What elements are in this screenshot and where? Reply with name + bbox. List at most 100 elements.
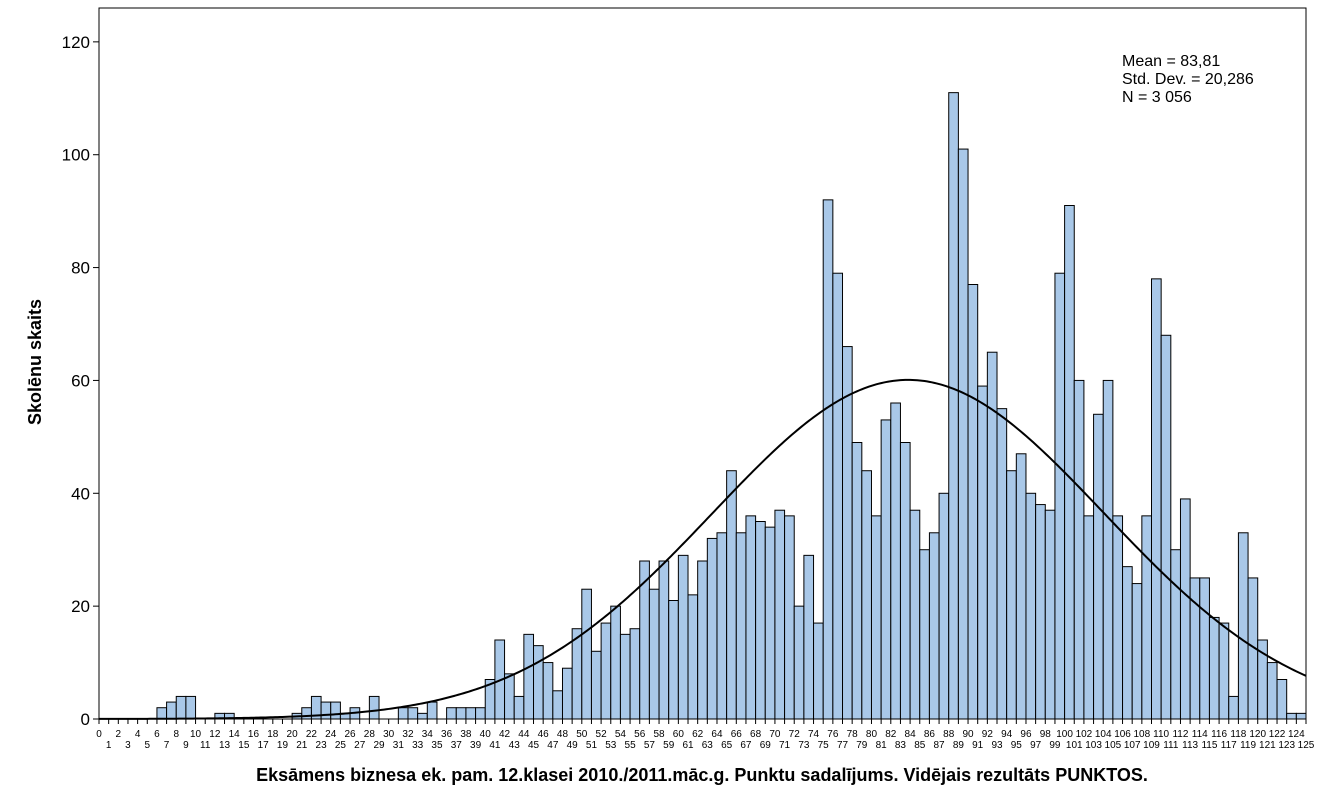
bar-96	[1025, 492, 1037, 720]
x-tick-label-8: 8	[173, 729, 179, 740]
y-tick-label-100: 100	[62, 146, 90, 165]
bar-80	[870, 515, 882, 720]
x-tick-label-125: 125	[1298, 740, 1315, 751]
bar-101	[1073, 379, 1085, 720]
bar-44	[523, 633, 535, 720]
x-axis-label: Eksāmens biznesa ek. pam. 12.klasei 2010…	[256, 765, 1148, 785]
x-tick-label-64: 64	[711, 729, 723, 740]
bar-74	[813, 622, 824, 720]
x-tick-label-47: 47	[547, 740, 559, 751]
x-tick-label-54: 54	[615, 729, 627, 740]
x-tick-label-80: 80	[866, 729, 878, 740]
x-tick-label-72: 72	[789, 729, 801, 740]
x-tick-label-15: 15	[238, 740, 250, 751]
x-tick-label-107: 107	[1124, 740, 1141, 751]
bar-124	[1295, 712, 1307, 720]
x-tick-label-36: 36	[441, 729, 453, 740]
stat-mean: Mean = 83,81	[1122, 53, 1220, 70]
x-tick-label-57: 57	[644, 740, 656, 751]
bar-52	[600, 622, 612, 720]
x-tick-label-18: 18	[267, 729, 279, 740]
bar-62	[697, 560, 708, 720]
x-tick-label-81: 81	[876, 740, 888, 751]
x-tick-label-43: 43	[509, 740, 521, 751]
y-tick-label-0: 0	[81, 710, 90, 729]
x-tick-label-13: 13	[219, 740, 231, 751]
bar-114	[1199, 577, 1210, 720]
x-tick-label-23: 23	[316, 740, 328, 751]
x-tick-label-24: 24	[325, 729, 337, 740]
x-tick-label-27: 27	[354, 740, 366, 751]
x-tick-label-68: 68	[750, 729, 762, 740]
x-tick-label-4: 4	[135, 729, 141, 740]
x-tick-label-55: 55	[625, 740, 637, 751]
x-tick-label-109: 109	[1143, 740, 1160, 751]
x-tick-label-116: 116	[1211, 729, 1227, 740]
x-tick-label-77: 77	[837, 740, 849, 751]
bar-82	[890, 402, 901, 720]
bar-51	[590, 650, 602, 720]
x-tick-label-63: 63	[702, 740, 714, 751]
x-tick-label-110: 110	[1153, 729, 1169, 740]
stat-std: Std. Dev. = 20,286	[1122, 71, 1254, 88]
x-tick-label-101: 101	[1066, 740, 1083, 751]
bar-121	[1266, 662, 1278, 720]
x-tick-label-29: 29	[373, 740, 385, 751]
bar-53	[610, 605, 621, 720]
bar-118	[1237, 532, 1249, 720]
x-tick-label-9: 9	[183, 740, 189, 751]
bar-45	[533, 645, 544, 720]
bar-104	[1102, 379, 1114, 720]
bar-86	[928, 532, 940, 720]
bar-47	[552, 690, 563, 720]
bar-76	[832, 272, 844, 720]
x-tick-label-91: 91	[972, 740, 984, 751]
x-tick-label-0: 0	[96, 729, 102, 740]
x-tick-label-52: 52	[596, 729, 608, 740]
x-tick-label-105: 105	[1105, 740, 1122, 751]
bar-66	[735, 532, 747, 720]
x-tick-label-19: 19	[277, 740, 289, 751]
x-tick-label-20: 20	[287, 729, 299, 740]
x-tick-label-1: 1	[106, 740, 112, 751]
bar-90	[967, 284, 979, 720]
y-axis-label: Skolēnu skaits	[25, 299, 45, 425]
bar-57	[648, 588, 660, 720]
x-tick-label-25: 25	[335, 740, 347, 751]
x-tick-label-95: 95	[1011, 740, 1023, 751]
x-tick-label-118: 118	[1230, 729, 1246, 740]
x-tick-label-65: 65	[721, 740, 733, 751]
x-tick-label-61: 61	[682, 740, 694, 751]
x-tick-label-75: 75	[818, 740, 830, 751]
x-tick-label-56: 56	[634, 729, 646, 740]
x-tick-label-33: 33	[412, 740, 424, 751]
bar-87	[938, 492, 950, 720]
bar-69	[764, 526, 776, 720]
x-tick-label-71: 71	[779, 740, 791, 751]
bar-21	[301, 707, 312, 720]
x-tick-label-14: 14	[229, 729, 241, 740]
x-tick-label-114: 114	[1192, 729, 1208, 740]
x-tick-label-92: 92	[982, 729, 994, 740]
x-tick-label-45: 45	[528, 740, 540, 751]
x-tick-label-39: 39	[470, 740, 482, 751]
x-axis: 0123456789101112131415161718192021222324…	[96, 719, 1315, 751]
x-tick-label-31: 31	[393, 740, 405, 751]
bar-42	[504, 673, 515, 720]
x-tick-label-108: 108	[1134, 729, 1151, 740]
x-tick-label-82: 82	[885, 729, 897, 740]
bar-112	[1179, 498, 1191, 720]
x-tick-label-11: 11	[200, 740, 211, 751]
bar-72	[793, 605, 805, 720]
x-tick-label-5: 5	[144, 740, 150, 751]
x-tick-label-83: 83	[895, 740, 907, 751]
x-tick-label-119: 119	[1240, 740, 1256, 751]
x-tick-label-51: 51	[586, 740, 598, 751]
bar-79	[861, 470, 872, 720]
bar-71	[784, 515, 795, 720]
bar-59	[668, 600, 679, 720]
plot-frame	[98, 7, 1307, 720]
bar-117	[1228, 695, 1239, 720]
x-tick-label-34: 34	[422, 729, 434, 740]
x-tick-label-66: 66	[731, 729, 743, 740]
